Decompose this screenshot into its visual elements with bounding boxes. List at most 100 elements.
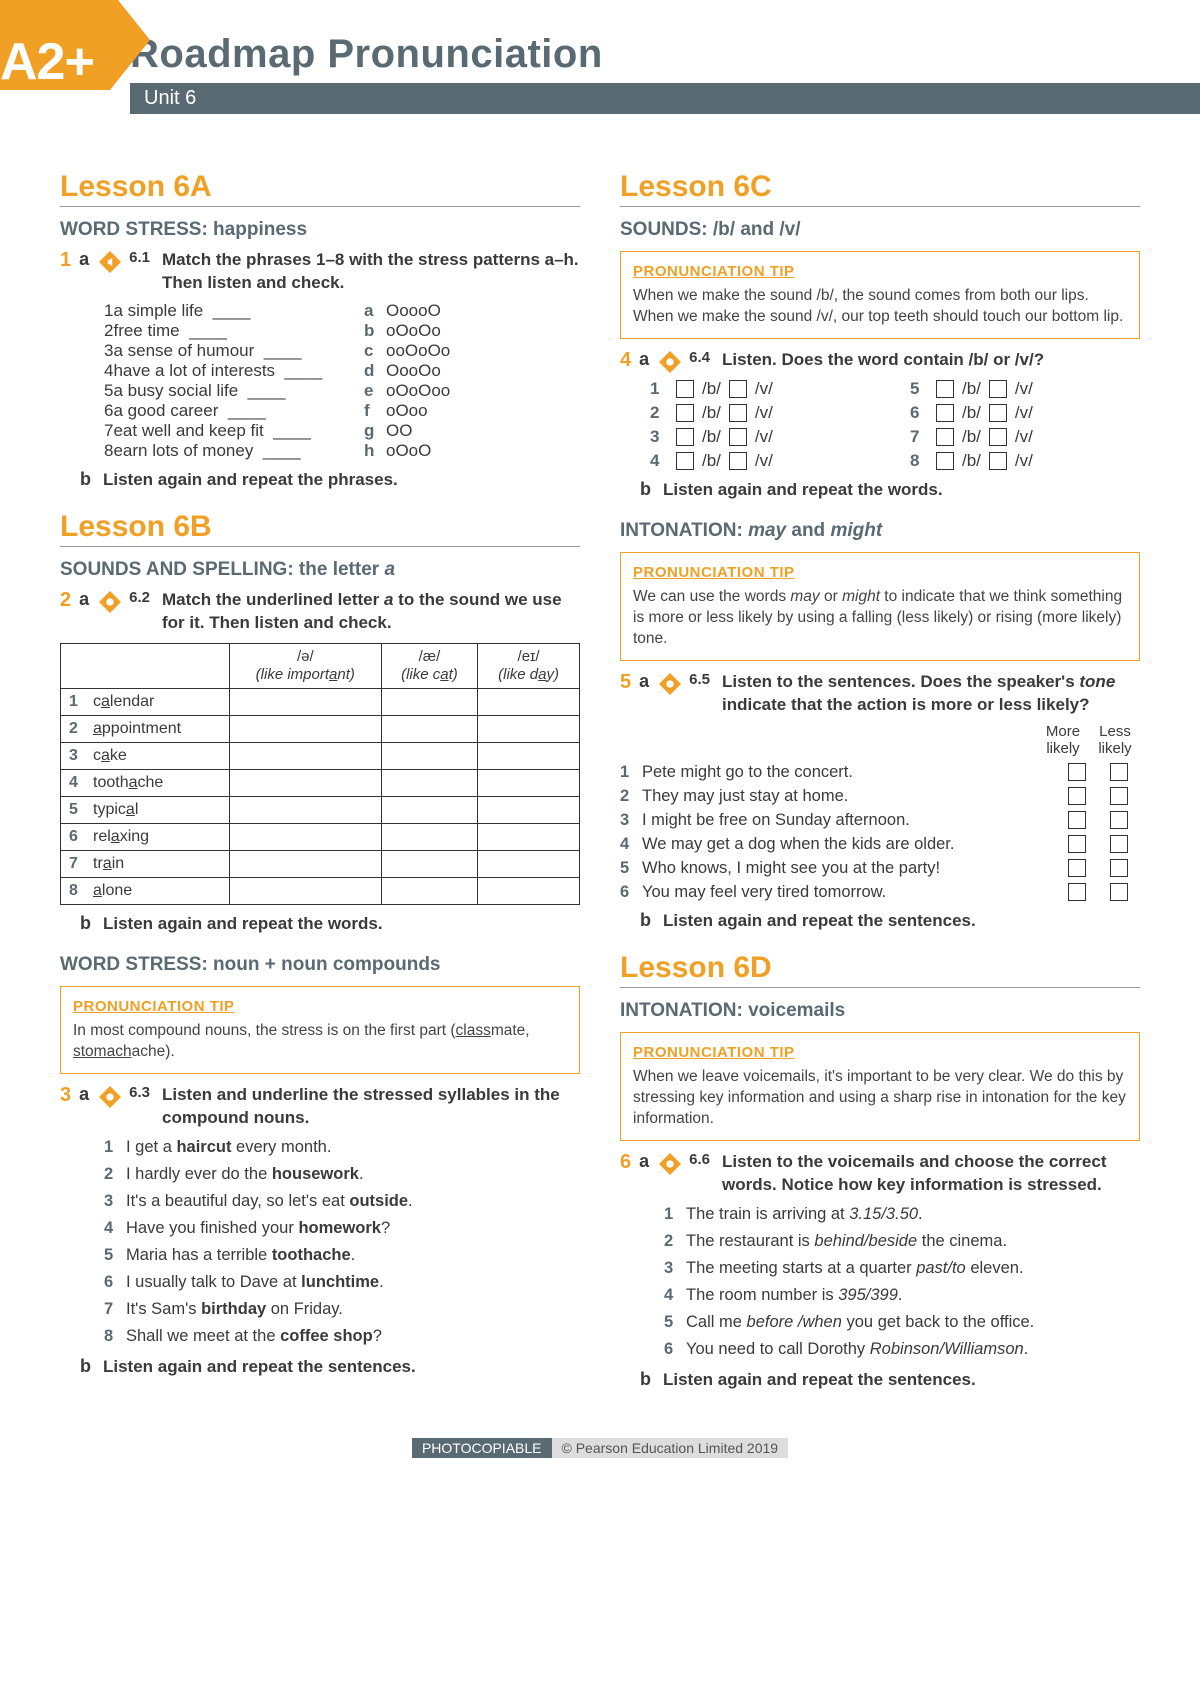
checkbox-b[interactable]	[676, 380, 694, 398]
checkbox-b[interactable]	[936, 428, 954, 446]
table-cell[interactable]	[381, 715, 477, 742]
table-cell[interactable]	[381, 796, 477, 823]
list-num: 8	[910, 451, 928, 471]
page-footer: PHOTOCOPIABLE© Pearson Education Limited…	[60, 1440, 1140, 1456]
checkbox-more[interactable]	[1068, 811, 1086, 829]
table-cell[interactable]	[381, 742, 477, 769]
checkbox-less[interactable]	[1110, 811, 1128, 829]
right-column: Lesson 6C SOUNDS: /b/ and /v/ PRONUNCIAT…	[620, 170, 1140, 1410]
table-cell[interactable]	[478, 877, 580, 904]
checkbox-b[interactable]	[936, 452, 954, 470]
ex3-sub: a	[79, 1084, 89, 1105]
checkbox-v[interactable]	[729, 380, 747, 398]
table-cell[interactable]	[229, 742, 381, 769]
checkbox-b[interactable]	[676, 404, 694, 422]
audio-icon[interactable]	[659, 673, 681, 695]
checkbox-v[interactable]	[989, 380, 1007, 398]
checkbox-less[interactable]	[1110, 883, 1128, 901]
checkbox-less[interactable]	[1110, 787, 1128, 805]
checkbox-less[interactable]	[1110, 859, 1128, 877]
checkbox-more[interactable]	[1068, 763, 1086, 781]
sentence-text: I might be free on Sunday afternoon.	[642, 811, 910, 830]
checkbox-more[interactable]	[1068, 883, 1086, 901]
list-num: 6	[620, 883, 642, 902]
row-num: 3	[69, 747, 85, 765]
list-num: 6	[664, 1338, 686, 1361]
table-cell[interactable]	[478, 796, 580, 823]
list-num: 7	[104, 421, 113, 441]
checkbox-v[interactable]	[989, 404, 1007, 422]
ex1-sub: a	[79, 249, 89, 270]
checkbox-v[interactable]	[989, 428, 1007, 446]
checkbox-b[interactable]	[936, 380, 954, 398]
copyright-text: © Pearson Education Limited 2019	[552, 1438, 789, 1458]
audio-icon[interactable]	[99, 591, 121, 613]
ex4-sub: a	[639, 349, 649, 370]
table-cell[interactable]	[229, 769, 381, 796]
checkbox-more[interactable]	[1068, 835, 1086, 853]
checkbox-less[interactable]	[1110, 763, 1128, 781]
checkbox-b[interactable]	[676, 428, 694, 446]
sentence-text: Shall we meet at the coffee shop?	[126, 1325, 382, 1348]
ex4b-instr: Listen again and repeat the words.	[663, 479, 943, 502]
checkbox-less[interactable]	[1110, 835, 1128, 853]
row-num: 2	[69, 720, 85, 738]
phrase-text: a busy social life ____	[113, 381, 285, 401]
list-num: 2	[650, 403, 668, 423]
ex1b-sub: b	[80, 469, 91, 492]
checkbox-b[interactable]	[936, 404, 954, 422]
word-text: typical	[93, 801, 138, 818]
pattern-letter: f	[364, 401, 386, 421]
table-cell[interactable]	[478, 823, 580, 850]
table-cell[interactable]	[381, 850, 477, 877]
table-cell[interactable]	[478, 688, 580, 715]
sentence-text: Call me before /when you get back to the…	[686, 1311, 1034, 1334]
exercise-2: 2 a 6.2 Match the underlined letter a to…	[60, 589, 580, 936]
section-6d-intonation: INTONATION: voicemails	[620, 1000, 1140, 1022]
checkbox-v[interactable]	[989, 452, 1007, 470]
likely-header: More likely Less likely	[620, 723, 1140, 757]
table-cell[interactable]	[229, 796, 381, 823]
ex6-num: 6	[620, 1151, 631, 1174]
table-cell[interactable]	[478, 742, 580, 769]
list-num: 1	[664, 1203, 686, 1226]
exercise-4: 4 a 6.4 Listen. Does the word contain /b…	[620, 349, 1140, 502]
list-num: 5	[620, 859, 642, 878]
table-cell[interactable]	[478, 715, 580, 742]
sentence-text: I get a haircut every month.	[126, 1136, 331, 1159]
table-cell[interactable]	[478, 769, 580, 796]
sentence-text: Maria has a terrible toothache.	[126, 1244, 355, 1267]
table-cell[interactable]	[229, 823, 381, 850]
table-cell[interactable]	[229, 850, 381, 877]
table-cell[interactable]	[229, 877, 381, 904]
list-num: 2	[104, 1163, 126, 1186]
table-cell[interactable]	[229, 688, 381, 715]
pattern-letter: c	[364, 341, 386, 361]
sentence-text: Who knows, I might see you at the party!	[642, 859, 940, 878]
list-num: 2	[104, 321, 113, 341]
pattern-letter: b	[364, 321, 386, 341]
ex6b-instr: Listen again and repeat the sentences.	[663, 1369, 976, 1392]
checkbox-v[interactable]	[729, 428, 747, 446]
pattern-letter: h	[364, 441, 386, 461]
audio-icon[interactable]	[99, 1086, 121, 1108]
audio-icon[interactable]	[659, 1153, 681, 1175]
checkbox-v[interactable]	[729, 404, 747, 422]
pattern-text: OO	[386, 421, 412, 441]
table-cell[interactable]	[381, 688, 477, 715]
audio-icon[interactable]	[99, 251, 121, 273]
checkbox-more[interactable]	[1068, 859, 1086, 877]
checkbox-b[interactable]	[676, 452, 694, 470]
exercise-3: 3 a 6.3 Listen and underline the stresse…	[60, 1084, 580, 1380]
sentence-text: The meeting starts at a quarter past/to …	[686, 1257, 1024, 1280]
tip-title: PRONUNCIATION TIP	[633, 1043, 1127, 1063]
table-cell[interactable]	[478, 850, 580, 877]
page-header: A2+ Roadmap Pronunciation Unit 6	[0, 0, 1200, 150]
table-cell[interactable]	[381, 877, 477, 904]
audio-icon[interactable]	[659, 351, 681, 373]
table-cell[interactable]	[229, 715, 381, 742]
table-cell[interactable]	[381, 769, 477, 796]
checkbox-v[interactable]	[729, 452, 747, 470]
checkbox-more[interactable]	[1068, 787, 1086, 805]
table-cell[interactable]	[381, 823, 477, 850]
